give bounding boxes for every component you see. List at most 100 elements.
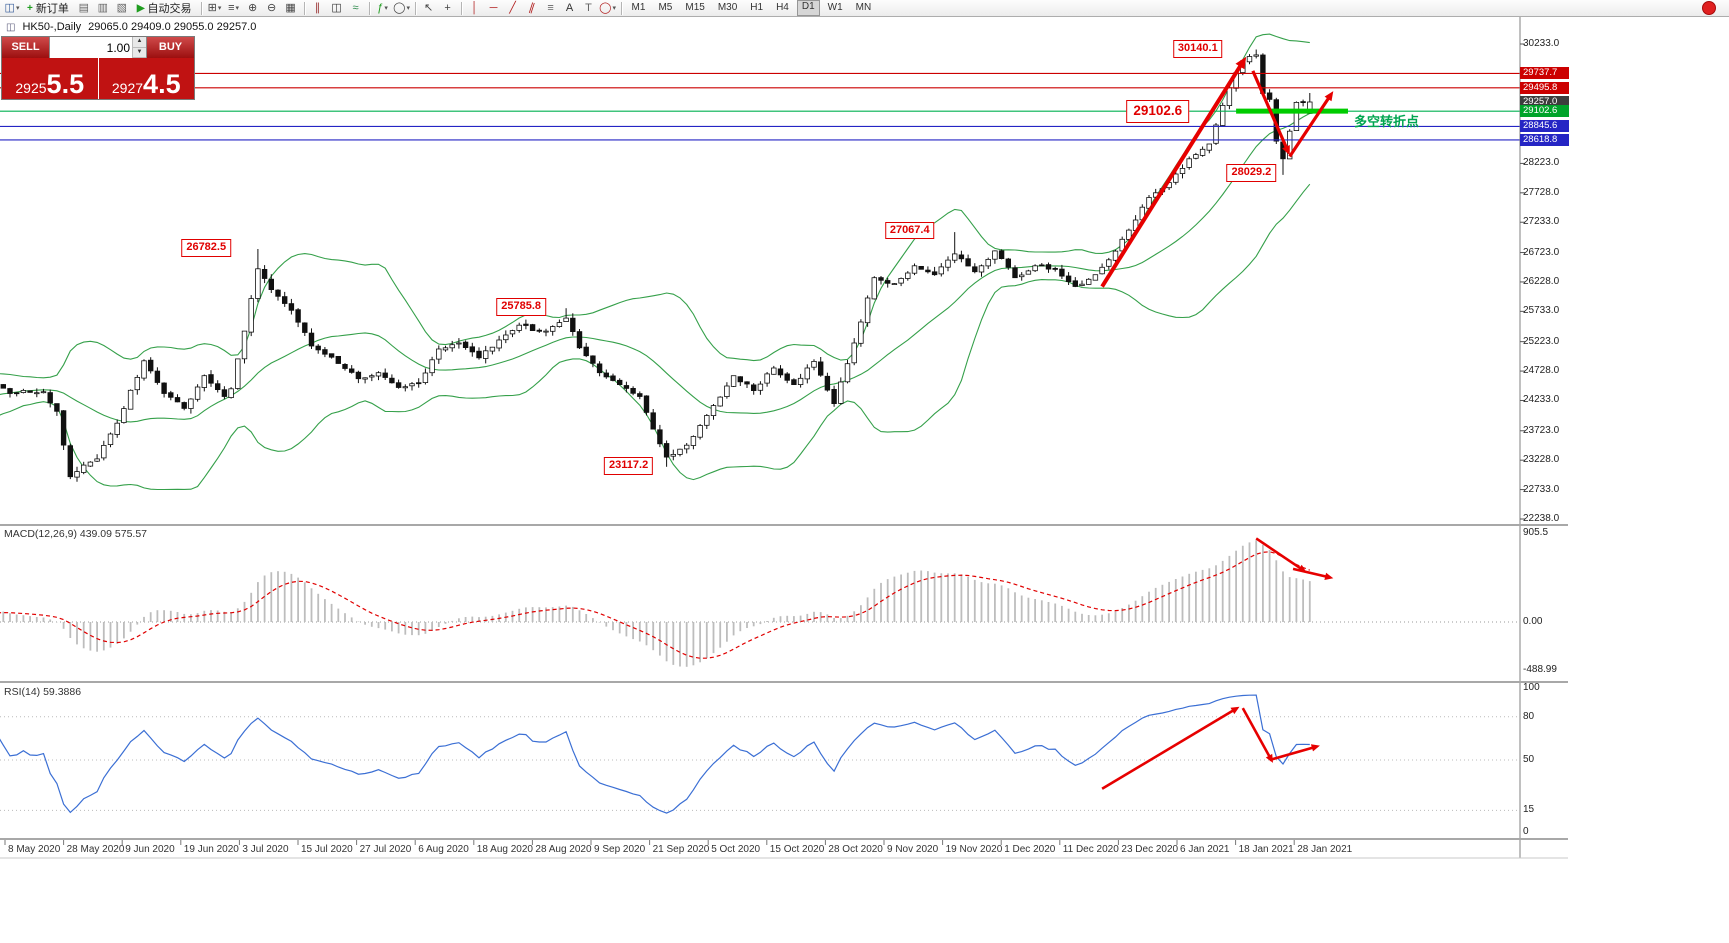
market-watch-icon[interactable]: ▤ xyxy=(75,1,93,16)
price-axis-label: 22238.0 xyxy=(1523,512,1560,524)
buy-button[interactable]: BUY xyxy=(147,37,194,58)
price-annotation[interactable]: 29102.6 xyxy=(1126,100,1190,124)
rsi-axis-label: 15 xyxy=(1523,804,1535,816)
price-axis-label: 25733.0 xyxy=(1523,305,1560,317)
label-icon-glyph: T xyxy=(585,2,592,14)
navigator-icon-glyph: ▧ xyxy=(116,2,128,14)
indicators-icon-caret[interactable]: ▾ xyxy=(384,5,388,12)
price-annotation[interactable]: 30140.1 xyxy=(1172,39,1223,58)
shapes-icon-caret[interactable]: ▾ xyxy=(612,5,616,12)
text-icon[interactable]: A xyxy=(561,1,579,16)
autotrade-button-label: 自动交易 xyxy=(147,3,192,15)
autotrade-button-glyph: ▶ xyxy=(136,2,145,14)
zoom-out-icon[interactable]: ⊖ xyxy=(263,1,281,16)
zoom-in-icon[interactable]: ⊕ xyxy=(244,1,262,16)
timeframe-H4[interactable]: H4 xyxy=(776,2,789,13)
price-annotation[interactable]: 28029.2 xyxy=(1226,164,1277,182)
time-axis-label: 27 Jul 2020 xyxy=(359,844,412,855)
shapes-icon[interactable]: ◯ ▾ xyxy=(599,1,617,16)
profiles-icon[interactable]: ≡ ▾ xyxy=(225,1,243,16)
trendline-icon-glyph: ╱ xyxy=(509,2,516,14)
new-order-button[interactable]: + 新订单 xyxy=(22,1,74,16)
objects-icon-glyph: ◯ xyxy=(393,2,406,14)
text-icon-glyph: A xyxy=(565,2,574,14)
time-axis-label: 18 Aug 2020 xyxy=(476,844,533,855)
alert-icon[interactable] xyxy=(1702,1,1716,15)
price-level-label: 29737.7 xyxy=(1520,67,1569,80)
fibonacci-icon[interactable]: ≡ xyxy=(542,1,560,16)
shapes-icon-glyph: ◯ xyxy=(599,2,612,14)
cursor-icon-glyph: ↖ xyxy=(423,2,434,14)
time-axis-label: 28 May 2020 xyxy=(66,844,125,855)
volume-down-icon[interactable]: ▼ xyxy=(133,47,146,58)
new-chart-icon[interactable]: ⊞ ▾ xyxy=(206,1,224,16)
time-axis-label: 28 Jan 2021 xyxy=(1297,844,1353,855)
price-axis-label: 23723.0 xyxy=(1523,424,1560,436)
timeframe-M30[interactable]: M30 xyxy=(717,2,738,13)
timeframe-M1[interactable]: M1 xyxy=(631,2,646,13)
tile-windows-icon-glyph: ▦ xyxy=(285,2,296,14)
timeframe-M15[interactable]: M15 xyxy=(685,2,705,13)
bar-chart-icon[interactable]: ∥ xyxy=(309,1,327,16)
timeframe-H1[interactable]: H1 xyxy=(750,2,764,13)
price-axis-label: 27728.0 xyxy=(1523,186,1560,198)
candlestick-chart-icon[interactable]: ◫ xyxy=(328,1,346,16)
price-level-label: 29257.0 xyxy=(1520,95,1569,108)
new-order-button-label: 新订单 xyxy=(35,3,69,15)
chart-window-icon-glyph: ◫ xyxy=(4,2,15,14)
cursor-icon[interactable]: ↖ xyxy=(420,1,438,16)
channel-icon[interactable]: ∥ xyxy=(523,1,541,16)
buy-price-button[interactable]: 2927 4.5 xyxy=(98,58,194,99)
label-icon[interactable]: T xyxy=(580,1,598,16)
price-axis-label: 30233.0 xyxy=(1523,38,1560,49)
price-axis-label: 24728.0 xyxy=(1523,365,1560,377)
autotrade-button[interactable]: ▶ 自动交易 xyxy=(132,1,197,16)
sell-button[interactable]: SELL xyxy=(2,37,49,58)
objects-icon-caret[interactable]: ▾ xyxy=(406,5,410,12)
toolbar-separator xyxy=(414,1,416,15)
timeframe-W1[interactable]: W1 xyxy=(827,2,843,13)
time-axis-label: 15 Oct 2020 xyxy=(769,844,825,855)
volume-up-icon[interactable]: ▲ xyxy=(133,37,146,48)
crosshair-icon-glyph: + xyxy=(444,2,451,14)
price-annotation[interactable]: 25785.8 xyxy=(496,298,546,317)
time-axis-label: 15 Jul 2020 xyxy=(301,844,353,855)
market-watch-icon-glyph: ▤ xyxy=(78,2,90,14)
line-chart-icon[interactable]: ≈ xyxy=(347,1,365,16)
new-chart-icon-caret[interactable]: ▾ xyxy=(217,5,222,12)
channel-icon-glyph: ∥ xyxy=(527,1,537,15)
navigator-icon[interactable]: ▧ xyxy=(113,1,131,16)
vertical-line-icon[interactable]: │ xyxy=(466,1,484,16)
tile-windows-icon[interactable]: ▦ xyxy=(282,1,300,16)
time-axis-label: 9 Nov 2020 xyxy=(887,844,939,855)
crosshair-icon[interactable]: + xyxy=(439,1,457,16)
price-annotation[interactable]: 23117.2 xyxy=(604,457,654,475)
timeframe-D1[interactable]: D1 xyxy=(796,0,820,16)
profiles-icon-caret[interactable]: ▾ xyxy=(235,5,240,12)
symbol-chart-icon: ◫ xyxy=(6,21,16,33)
chart-window-icon-caret[interactable]: ▾ xyxy=(15,5,20,12)
time-axis-label: 9 Sep 2020 xyxy=(594,844,646,855)
profiles-icon-glyph: ≡ xyxy=(228,2,235,14)
price-annotation[interactable]: 26782.5 xyxy=(181,238,232,257)
data-window-icon[interactable]: ▥ xyxy=(94,1,112,16)
objects-icon[interactable]: ◯ ▾ xyxy=(393,1,411,16)
chart-window-icon[interactable]: ◫ ▾ xyxy=(3,1,21,16)
sell-price-button[interactable]: 2925 5.5 xyxy=(2,58,98,99)
rsi-axis-label: 50 xyxy=(1523,754,1535,765)
timeframe-MN[interactable]: MN xyxy=(855,2,872,13)
timeframe-M5[interactable]: M5 xyxy=(658,2,673,13)
turning-point-label[interactable]: 多空转折点 xyxy=(1354,114,1420,130)
price-annotation[interactable]: 27067.4 xyxy=(884,221,935,240)
indicators-icon[interactable]: ƒ ▾ xyxy=(374,1,392,16)
buy-price-big: 4.5 xyxy=(143,68,181,99)
trendline-icon[interactable]: ╱ xyxy=(504,1,522,16)
toolbar-separator xyxy=(303,1,305,15)
macd-axis-label: -488.99 xyxy=(1523,664,1557,676)
time-axis-label: 21 Sep 2020 xyxy=(652,844,710,855)
volume-input[interactable] xyxy=(50,37,132,58)
macd-axis-label: 905.5 xyxy=(1523,526,1549,538)
horizontal-line-icon[interactable]: ─ xyxy=(485,1,503,16)
